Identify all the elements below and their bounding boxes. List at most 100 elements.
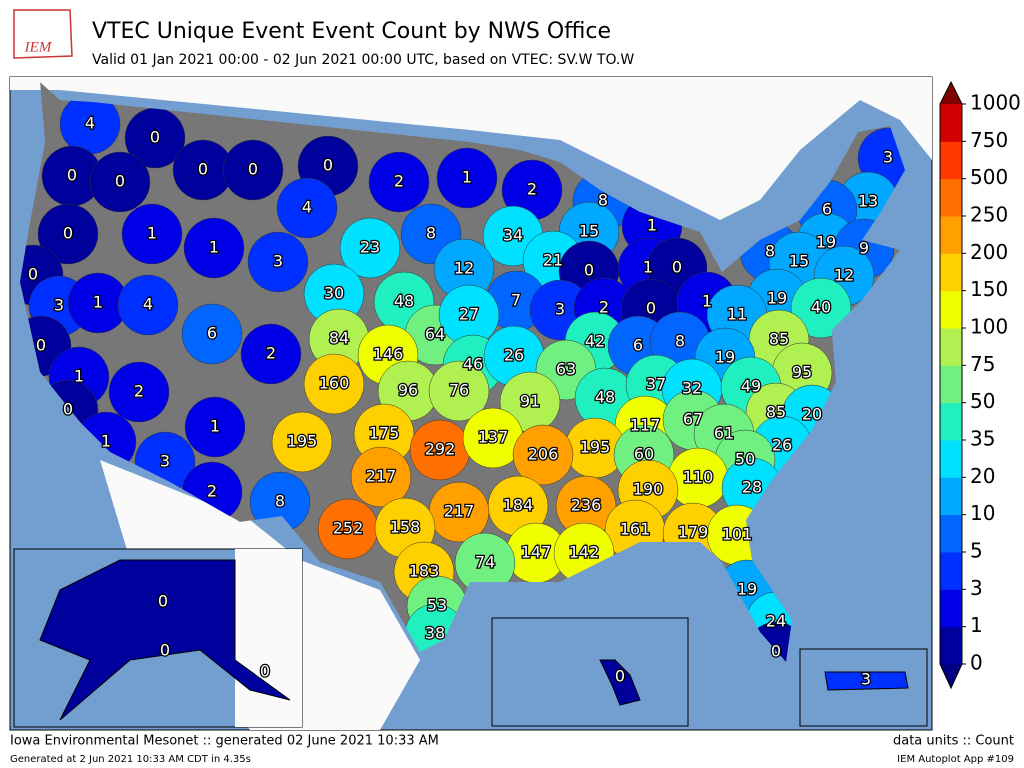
office-label: 34	[503, 226, 523, 245]
office-label: 2	[527, 180, 537, 199]
office-label: 74	[475, 553, 495, 572]
colorbar-bin	[940, 552, 962, 590]
colorbar-bin	[940, 178, 962, 217]
office-area	[512, 424, 574, 486]
office-label: 0	[28, 265, 38, 284]
office-label: 28	[742, 478, 762, 497]
office-area	[339, 217, 401, 279]
office-area	[181, 303, 243, 365]
hawaii-inset	[491, 617, 689, 727]
office-label: 60	[634, 445, 654, 464]
office-area	[436, 147, 498, 209]
colorbar-bin	[940, 290, 962, 329]
office-label: 8	[598, 191, 608, 210]
office-label: 0	[150, 128, 160, 147]
office-area	[276, 177, 338, 239]
office-label: 15	[789, 252, 809, 271]
office-label: 117	[630, 416, 661, 435]
office-label: 7	[511, 291, 521, 310]
logo: IEM	[13, 9, 73, 59]
colorbar-tick-label: 20	[970, 464, 995, 488]
office-label: 195	[287, 432, 318, 451]
office-label: 206	[528, 445, 559, 464]
office-area	[121, 203, 183, 265]
office-label: 85	[769, 330, 789, 349]
office-label: 19	[816, 233, 836, 252]
office-label: 12	[834, 266, 854, 285]
office-label: 101	[722, 525, 753, 544]
office-label: 195	[580, 438, 611, 457]
office-label: 19	[715, 348, 735, 367]
colorbar-tick-label: 1000	[970, 91, 1021, 115]
office-label: 6	[207, 324, 217, 343]
office-label: 8	[675, 332, 685, 351]
colorbar-tick-label: 35	[970, 427, 995, 451]
office-label: 158	[390, 518, 421, 537]
office-label: 160	[319, 374, 350, 393]
office-label: 4	[302, 198, 312, 217]
office-label: 1	[647, 216, 657, 235]
office-area	[37, 203, 99, 265]
colorbar-bin	[940, 104, 962, 142]
office-label: 46	[463, 355, 483, 374]
office-label: 95	[792, 363, 812, 382]
office-area	[303, 353, 365, 415]
colorbar-tick-label: 750	[970, 128, 1008, 152]
office-label: 38	[425, 624, 445, 643]
office-label: 3	[54, 296, 64, 315]
office-label: 2	[134, 382, 144, 401]
colorbar-tick-label: 75	[970, 352, 995, 376]
colorbar-bin	[940, 141, 962, 180]
office-label: 0	[646, 299, 656, 318]
footer-right-small: IEM Autoplot App #109	[897, 754, 1014, 765]
office-label: 96	[398, 381, 418, 400]
office-label: 1	[210, 417, 220, 436]
office-label: 1	[93, 293, 103, 312]
office-area	[183, 217, 245, 279]
office-label: 26	[772, 436, 792, 455]
office-label: 0	[260, 662, 270, 681]
colorbar-tick-label: 0	[970, 651, 983, 675]
office-label: 15	[579, 222, 599, 241]
colorbar-bin	[940, 514, 962, 553]
office-label: 23	[360, 238, 380, 257]
office-label: 37	[646, 375, 666, 394]
footer-left: Iowa Environmental Mesonet :: generated …	[10, 734, 439, 749]
office-area	[247, 231, 309, 293]
hawaii	[599, 659, 641, 706]
colorbar-tick-label: 50	[970, 389, 995, 413]
office-label: 12	[454, 259, 474, 278]
colorbar-bin	[940, 626, 962, 665]
colorbar-tick-label: 3	[970, 576, 983, 600]
colorbar-over	[940, 82, 962, 104]
office-label: 0	[36, 336, 46, 355]
office-label: 63	[556, 360, 576, 379]
office-label: 179	[678, 523, 709, 542]
colorbar-bin	[940, 402, 962, 441]
office-label: 0	[771, 642, 781, 661]
office-label: 184	[503, 496, 534, 515]
office-label: 40	[811, 298, 831, 317]
office-label: 91	[520, 392, 540, 411]
office-label: 1	[702, 292, 712, 311]
office-area	[271, 411, 333, 473]
office-area	[222, 139, 284, 201]
office-label: 0	[323, 156, 333, 175]
office-label: 142	[569, 543, 600, 562]
office-label: 217	[444, 502, 475, 521]
office-label: 147	[521, 543, 552, 562]
office-label: 137	[478, 428, 509, 447]
office-label: 2	[394, 172, 404, 191]
office-label: 13	[858, 192, 878, 211]
office-label: 3	[273, 252, 283, 271]
office-label: 53	[427, 596, 447, 615]
office-label: 64	[425, 325, 445, 344]
office-label: 30	[324, 284, 344, 303]
colorbar-tick-label: 1	[970, 613, 983, 637]
office-label: 0	[115, 172, 125, 191]
office-area	[240, 323, 302, 385]
office-label: 0	[672, 258, 682, 277]
logo-text: IEM	[24, 39, 53, 55]
colorbar-tick-label: 200	[970, 240, 1008, 264]
